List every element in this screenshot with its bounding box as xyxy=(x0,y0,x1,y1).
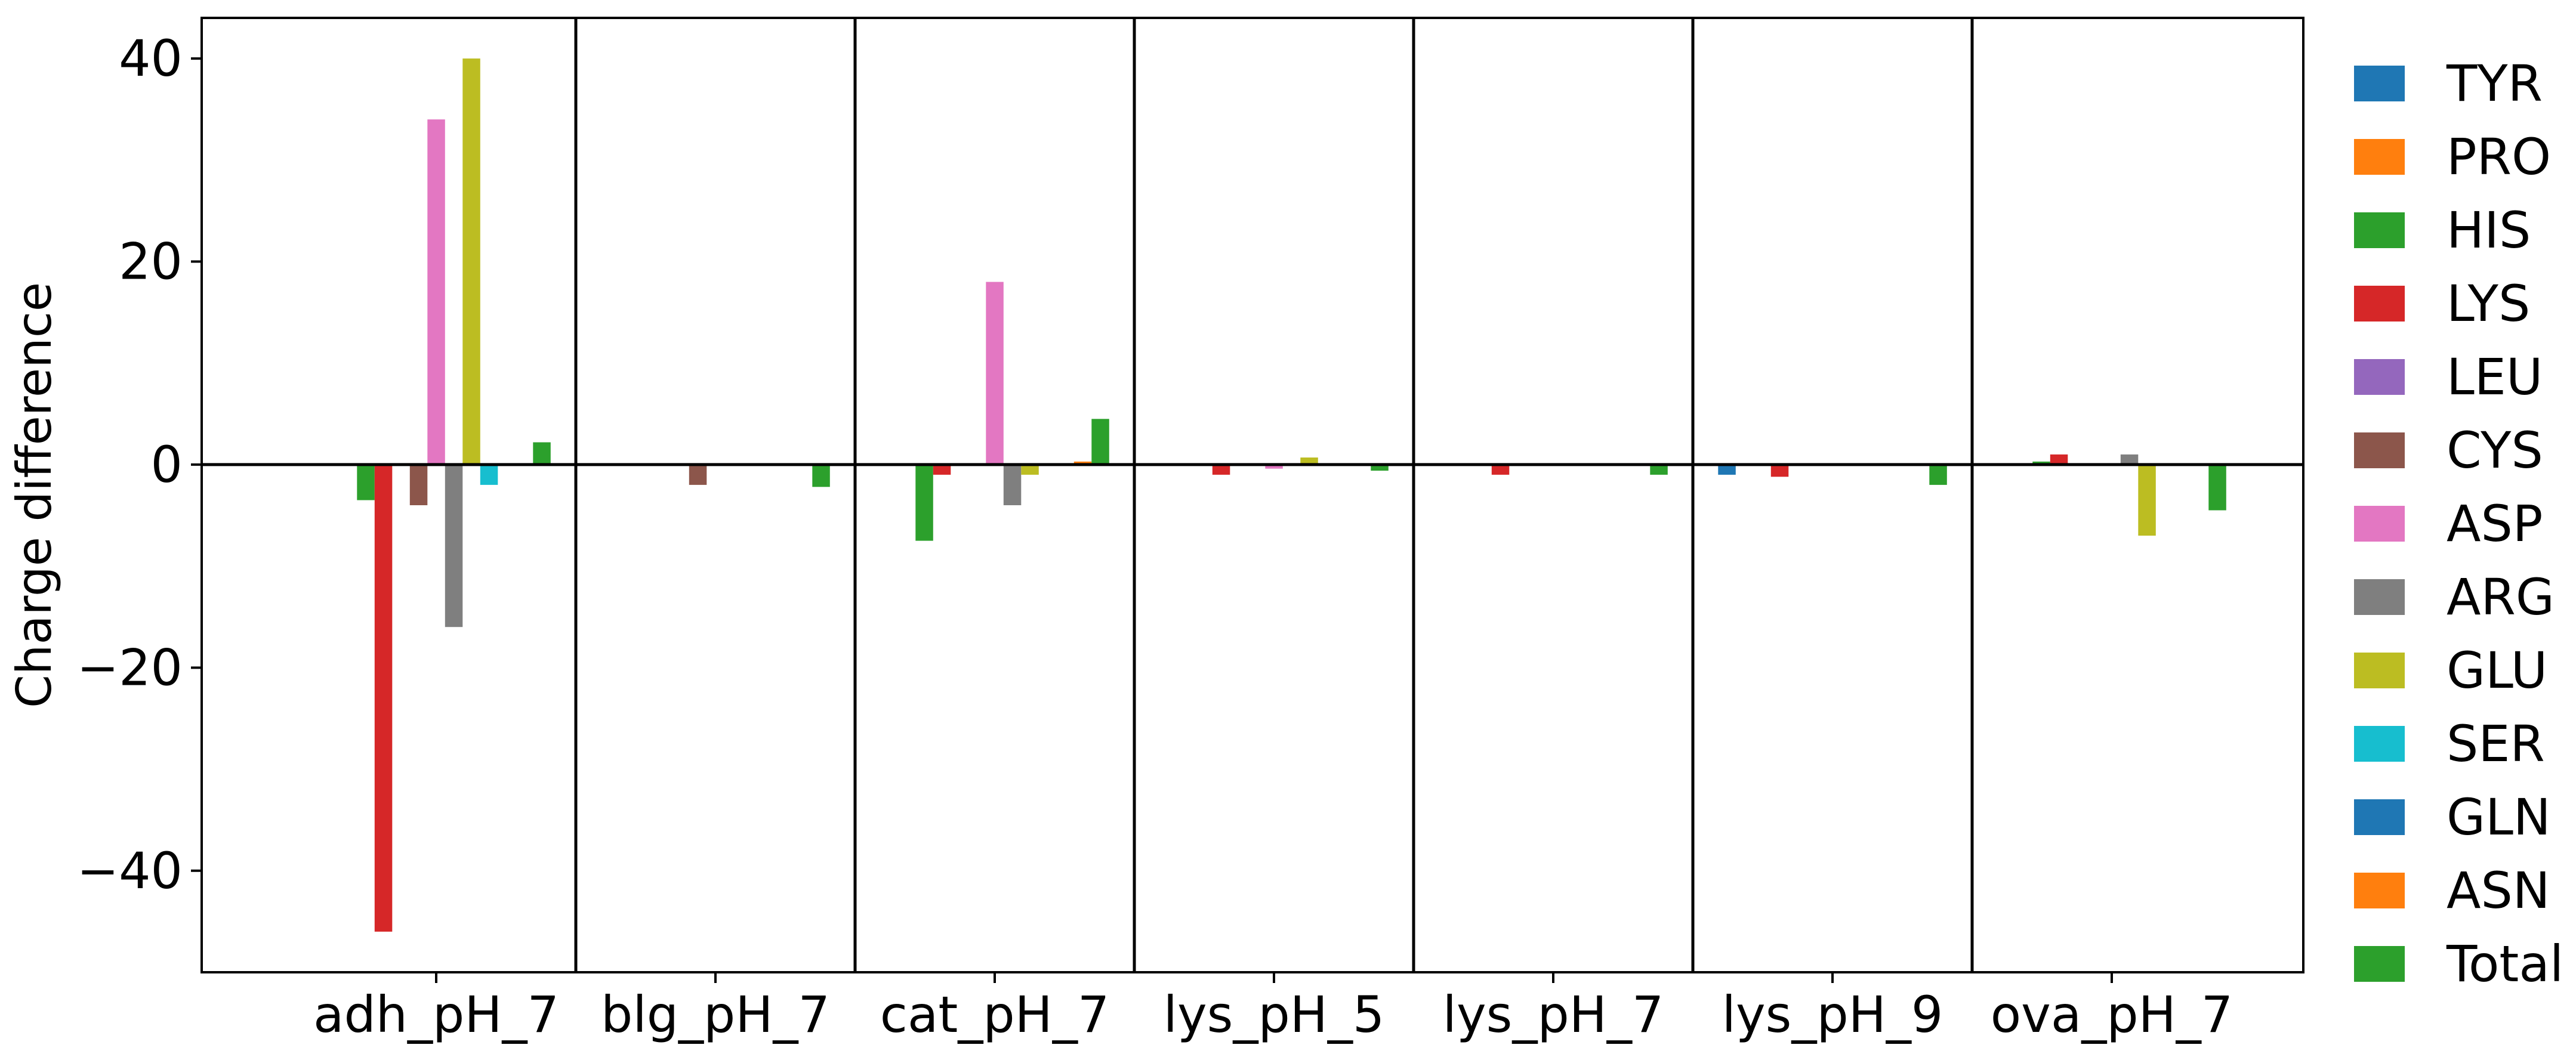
y-tick-label: 40 xyxy=(119,29,183,88)
y-tick-label: 0 xyxy=(151,435,183,494)
bar-asp-adh-ph-7 xyxy=(427,119,445,465)
x-tick-label: cat_pH_7 xyxy=(880,985,1110,1044)
legend-label-ser: SER xyxy=(2447,715,2545,773)
legend-label-leu: LEU xyxy=(2447,348,2543,406)
bar-cys-blg-ph-7 xyxy=(689,464,707,485)
legend-swatch-asp xyxy=(2354,506,2405,542)
plot-area xyxy=(202,18,2303,972)
legend-label-arg: ARG xyxy=(2447,568,2555,626)
bars-layer xyxy=(357,58,2226,932)
bar-glu-ova-ph-7 xyxy=(2138,464,2156,536)
bar-glu-lys-ph-5 xyxy=(1300,458,1318,465)
legend-label-pro: PRO xyxy=(2447,128,2551,186)
bar-total-adh-ph-7 xyxy=(533,442,551,465)
legend-swatch-ser xyxy=(2354,726,2405,762)
bar-his-cat-ph-7 xyxy=(915,464,933,541)
legend-swatch-gln xyxy=(2354,799,2405,835)
legend-label-cys: CYS xyxy=(2447,421,2543,480)
bar-glu-cat-ph-7 xyxy=(1021,464,1039,475)
x-axis: adh_pH_7 blg_pH_7 cat_pH_7 lys_pH_5 lys_pH_7… xyxy=(313,972,2233,1044)
x-tick-label: adh_pH_7 xyxy=(313,985,559,1044)
bar-total-lys-ph-5 xyxy=(1371,464,1389,471)
x-tick-label: lys_pH_9 xyxy=(1722,985,1943,1044)
bar-tyr-lys-ph-9 xyxy=(1718,464,1736,475)
bar-arg-cat-ph-7 xyxy=(1003,464,1022,505)
bar-ser-adh-ph-7 xyxy=(480,464,498,485)
legend-swatch-glu xyxy=(2354,653,2405,688)
legend-swatch-cys xyxy=(2354,432,2405,468)
bar-asp-cat-ph-7 xyxy=(986,282,1004,465)
legend-label-lys: LYS xyxy=(2447,274,2530,333)
bar-lys-cat-ph-7 xyxy=(933,464,951,475)
plot-frame xyxy=(200,17,2304,973)
bar-arg-adh-ph-7 xyxy=(445,464,463,627)
bar-lys-lys-ph-9 xyxy=(1770,464,1789,477)
bar-lys-lys-ph-7 xyxy=(1491,464,1510,475)
y-tick-label: −40 xyxy=(77,842,183,900)
legend-label-his: HIS xyxy=(2447,201,2531,259)
y-tick-label: −20 xyxy=(77,638,183,697)
bar-arg-ova-ph-7 xyxy=(2120,454,2139,465)
legend-swatch-tyr xyxy=(2354,66,2405,101)
bar-total-lys-ph-9 xyxy=(1929,464,1947,485)
bar-lys-lys-ph-5 xyxy=(1212,464,1230,475)
legend-swatch-his xyxy=(2354,212,2405,248)
bar-his-ova-ph-7 xyxy=(2032,461,2050,465)
y-axis-label: Charge difference xyxy=(7,282,62,708)
legend-swatch-leu xyxy=(2354,359,2405,395)
bar-total-lys-ph-7 xyxy=(1650,464,1668,475)
y-tick-label: 20 xyxy=(119,233,183,291)
bar-total-ova-ph-7 xyxy=(2208,464,2226,511)
x-tick-label: lys_pH_5 xyxy=(1164,985,1385,1044)
legend-label-asp: ASP xyxy=(2447,494,2543,553)
category-separators xyxy=(574,18,1974,972)
legend-swatch-total xyxy=(2354,946,2405,982)
x-tick-label: blg_pH_7 xyxy=(601,985,830,1044)
legend-swatch-asn xyxy=(2354,873,2405,908)
bar-lys-ova-ph-7 xyxy=(2050,454,2068,465)
bar-asn-cat-ph-7 xyxy=(1073,461,1092,465)
legend-swatch-arg xyxy=(2354,579,2405,615)
x-tick-label: lys_pH_7 xyxy=(1443,985,1664,1044)
bar-total-cat-ph-7 xyxy=(1091,419,1109,465)
bar-glu-adh-ph-7 xyxy=(462,58,480,465)
legend-label-total: Total xyxy=(2446,935,2563,993)
y-axis: 40 20 0 −20 −40 xyxy=(77,29,202,900)
x-tick-label: ova_pH_7 xyxy=(1991,985,2233,1044)
bar-asp-lys-ph-5 xyxy=(1265,464,1283,469)
legend-label-gln: GLN xyxy=(2447,788,2551,846)
bar-total-blg-ph-7 xyxy=(812,464,830,487)
legend-label-glu: GLU xyxy=(2447,641,2547,700)
legend-swatch-lys xyxy=(2354,286,2405,322)
legend: TYR PRO HIS LYS LEU CYS ASP ARG GLU SER GLN ASN Tota… xyxy=(2354,54,2563,993)
bar-cys-adh-ph-7 xyxy=(409,464,428,505)
legend-label-asn: ASN xyxy=(2447,861,2550,920)
bar-his-adh-ph-7 xyxy=(357,464,375,500)
legend-swatch-pro xyxy=(2354,139,2405,175)
legend-label-tyr: TYR xyxy=(2446,54,2543,113)
bar-lys-adh-ph-7 xyxy=(374,464,393,932)
